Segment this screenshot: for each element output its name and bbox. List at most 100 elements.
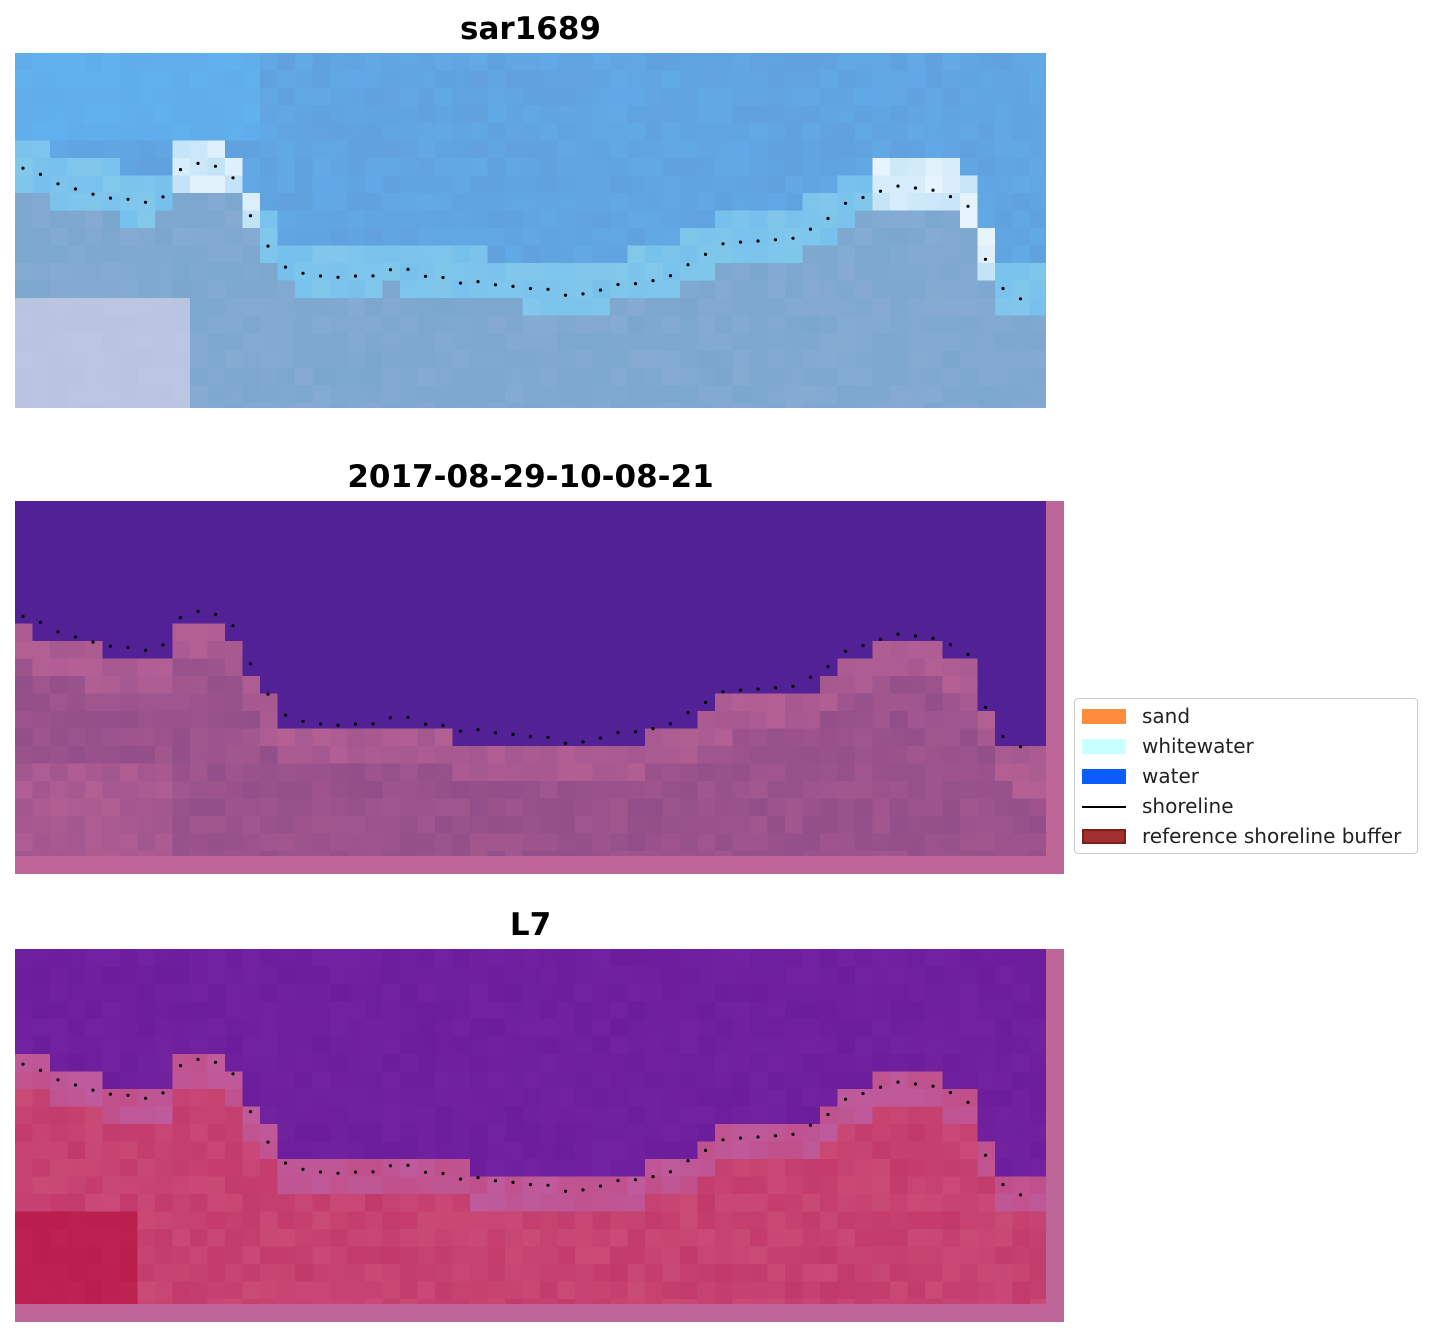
pixel-cell bbox=[680, 1019, 699, 1038]
pixel-cell bbox=[365, 1019, 384, 1038]
pixel-cell bbox=[347, 746, 366, 765]
pixel-cell bbox=[907, 798, 926, 817]
pixel-cell bbox=[15, 571, 34, 590]
legend-label-sand: sand bbox=[1142, 704, 1191, 728]
pixel-cell bbox=[680, 711, 699, 730]
pixel-cell bbox=[907, 333, 926, 352]
pixel-cell bbox=[627, 711, 646, 730]
pixel-cell bbox=[330, 245, 349, 264]
shoreline-dot bbox=[493, 731, 498, 735]
pixel-cell bbox=[137, 280, 156, 299]
pixel-cell bbox=[575, 746, 594, 765]
pixel-cell bbox=[662, 53, 681, 72]
pixel-cell bbox=[32, 798, 51, 817]
pixel-cell bbox=[645, 746, 664, 765]
pixel-cell bbox=[155, 1264, 174, 1283]
pixel-cell bbox=[575, 501, 594, 520]
pixel-cell bbox=[750, 518, 769, 537]
pixel-cell bbox=[487, 1001, 506, 1020]
pixel-cell bbox=[977, 606, 996, 625]
pixel-cell bbox=[382, 1019, 401, 1038]
pixel-cell bbox=[137, 763, 156, 782]
pixel-cell bbox=[190, 350, 209, 369]
pixel-cell bbox=[627, 553, 646, 572]
pixel-cell bbox=[820, 536, 839, 555]
pixel-cell bbox=[977, 966, 996, 985]
pixel-cell bbox=[662, 984, 681, 1003]
pixel-cell bbox=[715, 606, 734, 625]
pixel-cell bbox=[242, 175, 261, 194]
pixel-cell bbox=[277, 1211, 296, 1230]
pixel-cell bbox=[487, 123, 506, 142]
pixel-cell bbox=[190, 966, 209, 985]
pixel-cell bbox=[575, 123, 594, 142]
pixel-cell bbox=[907, 1281, 926, 1300]
pixel-cell bbox=[452, 1176, 471, 1195]
pixel-cell bbox=[1012, 693, 1031, 712]
pixel-cell bbox=[382, 263, 401, 282]
pixel-cell bbox=[645, 588, 664, 607]
pixel-cell bbox=[85, 1264, 104, 1283]
shoreline-dot bbox=[861, 643, 865, 648]
pixel-cell bbox=[32, 1089, 51, 1108]
pixel-cell bbox=[50, 1054, 69, 1073]
pixel-cell bbox=[400, 175, 419, 194]
pixel-cell bbox=[67, 175, 86, 194]
pixel-cell bbox=[295, 1054, 314, 1073]
pixel-cell bbox=[960, 1054, 979, 1073]
pixel-cell bbox=[85, 763, 104, 782]
pixel-cell bbox=[207, 1264, 226, 1283]
pixel-cell bbox=[610, 1001, 629, 1020]
pixel-cell bbox=[680, 763, 699, 782]
pixel-cell bbox=[120, 501, 139, 520]
legend-item-whitewater: whitewater bbox=[1075, 731, 1417, 761]
pixel-cell bbox=[960, 623, 979, 642]
pixel-cell bbox=[715, 676, 734, 695]
pixel-cell bbox=[260, 280, 279, 299]
pixel-cell bbox=[1012, 833, 1031, 852]
pixel-cell bbox=[50, 53, 69, 72]
pixel-cell bbox=[592, 553, 611, 572]
pixel-cell bbox=[1030, 1071, 1049, 1090]
pixel-cell bbox=[137, 711, 156, 730]
pixel-cell bbox=[680, 623, 699, 642]
pixel-cell bbox=[610, 966, 629, 985]
pixel-cell bbox=[295, 385, 314, 404]
pixel-cell bbox=[85, 1211, 104, 1230]
pixel-cell bbox=[417, 1071, 436, 1090]
pixel-cell bbox=[960, 1281, 979, 1300]
pixel-cell bbox=[452, 210, 471, 229]
pixel-cell bbox=[977, 1246, 996, 1265]
pixel-cell bbox=[382, 1071, 401, 1090]
pixel-cell bbox=[155, 1019, 174, 1038]
pixel-cell bbox=[330, 158, 349, 177]
pixel-cell bbox=[610, 1089, 629, 1108]
pixel-cell bbox=[627, 966, 646, 985]
pixel-cell bbox=[680, 105, 699, 124]
pixel-cell bbox=[400, 245, 419, 264]
pixel-cell bbox=[557, 641, 576, 660]
shoreline-dot bbox=[388, 716, 393, 720]
pixel-cell bbox=[610, 1211, 629, 1230]
pixel-cell bbox=[1030, 70, 1046, 89]
pixel-cell bbox=[487, 816, 506, 835]
shoreline-dot bbox=[423, 274, 428, 278]
pixel-cell bbox=[347, 571, 366, 590]
pixel-cell bbox=[400, 728, 419, 747]
pixel-cell bbox=[837, 263, 856, 282]
pixel-cell bbox=[347, 350, 366, 369]
pixel-cell bbox=[137, 210, 156, 229]
pixel-cell bbox=[225, 385, 244, 404]
pixel-cell bbox=[67, 588, 86, 607]
pixel-cell bbox=[470, 333, 489, 352]
pixel-cell bbox=[855, 1194, 874, 1213]
pixel-cell bbox=[137, 123, 156, 142]
pixel-cell bbox=[872, 1211, 891, 1230]
pixel-cell bbox=[137, 606, 156, 625]
pixel-cell bbox=[312, 70, 331, 89]
pixel-cell bbox=[207, 210, 226, 229]
pixel-cell bbox=[277, 606, 296, 625]
pixel-cell bbox=[802, 763, 821, 782]
pixel-cell bbox=[417, 105, 436, 124]
pixel-cell bbox=[960, 676, 979, 695]
